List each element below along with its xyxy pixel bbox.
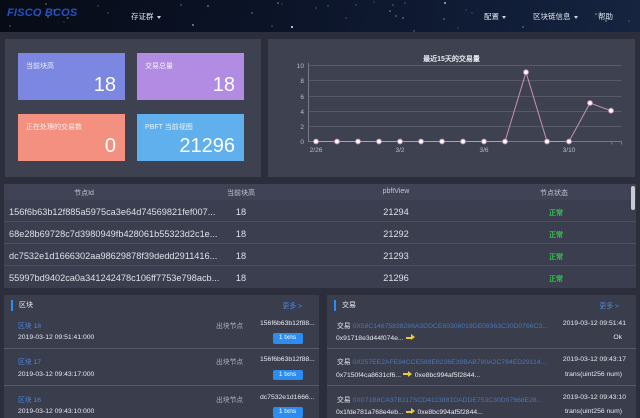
- svg-text:0: 0: [300, 139, 304, 146]
- svg-text:2: 2: [300, 124, 304, 131]
- svg-text:3/2: 3/2: [395, 147, 404, 154]
- svg-text:3/6: 3/6: [479, 147, 488, 154]
- svg-text:8: 8: [300, 78, 304, 85]
- svg-text:3/10: 3/10: [563, 147, 576, 154]
- svg-text:6: 6: [300, 94, 304, 101]
- svg-text:10: 10: [297, 63, 305, 70]
- svg-text:2/26: 2/26: [310, 147, 323, 154]
- svg-text:4: 4: [300, 109, 304, 116]
